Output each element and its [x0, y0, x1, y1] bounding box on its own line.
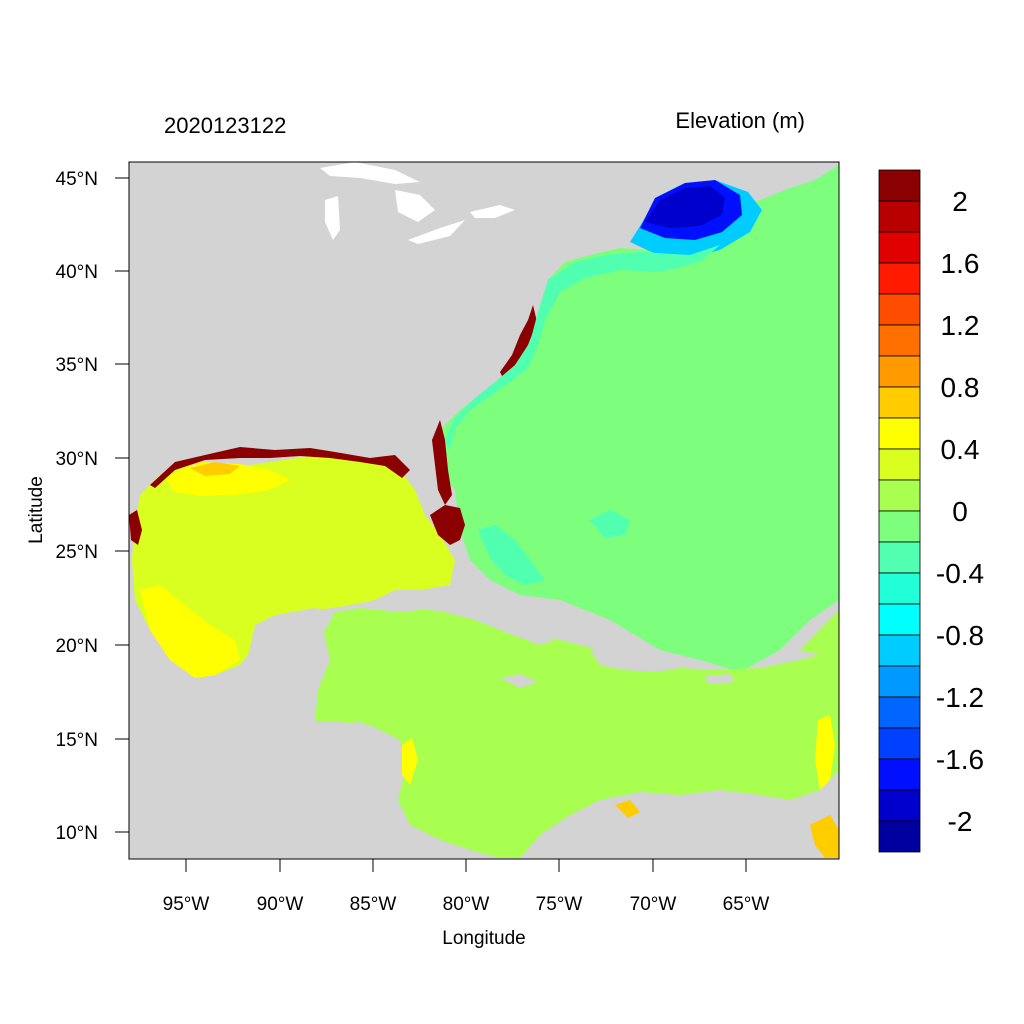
- colorbar-swatch: [878, 169, 921, 202]
- y-tick-label: 20°N: [56, 636, 98, 657]
- colorbar-swatch: [878, 696, 921, 729]
- x-tick-label: 80°W: [443, 894, 490, 915]
- bahamas-shelf-zone: [478, 525, 545, 585]
- colorbar-swatch: [878, 789, 921, 822]
- honduras-coast-zone: [402, 738, 418, 785]
- y-axis: 45°N 40°N 35°N 30°N 25°N 20°N 15°N 10°N: [56, 169, 129, 844]
- colorbar-label: -0.8: [936, 620, 984, 651]
- colorbar-swatch: [878, 572, 921, 605]
- x-tick-label: 85°W: [350, 894, 397, 915]
- colorbar-swatch: [878, 510, 921, 543]
- colorbar-swatch: [878, 262, 921, 295]
- colorbar-swatch: [878, 231, 921, 264]
- colorbar-label: 0.4: [941, 434, 980, 465]
- florida-atlantic-coast-zone: [432, 420, 452, 505]
- y-tick-label: 10°N: [56, 823, 98, 844]
- colorbar-label: -0.4: [936, 558, 984, 589]
- colorbar: [878, 169, 921, 853]
- central-america-land: [129, 700, 500, 858]
- caribbean-sea: [315, 608, 839, 858]
- colorbar-swatch: [878, 820, 921, 853]
- x-tick-label: 70°W: [630, 894, 677, 915]
- y-tick-label: 45°N: [56, 169, 98, 190]
- colorbar-swatch: [878, 665, 921, 698]
- atlantic-ocean: [440, 165, 839, 672]
- south-america-land: [540, 790, 839, 858]
- x-tick-label: 65°W: [723, 894, 770, 915]
- windward-coast-zone: [815, 715, 835, 790]
- gulf-coast-high-fringe: [150, 447, 410, 488]
- field-title: Elevation (m): [675, 108, 805, 133]
- east-atlantic-edge-zone: [800, 610, 839, 660]
- colorbar-label: 1.6: [941, 248, 980, 279]
- colorbar-swatch: [878, 727, 921, 760]
- colorbar-swatch: [878, 603, 921, 636]
- colorbar-swatch: [878, 758, 921, 791]
- colorbar-label: -1.2: [936, 682, 984, 713]
- colorbar-label: 1.2: [941, 310, 980, 341]
- hispaniola-island: [590, 645, 680, 672]
- colorbar-swatch: [878, 479, 921, 512]
- colorbar-swatch: [878, 541, 921, 574]
- lake-huron: [395, 190, 435, 222]
- colorbar-label: -1.6: [936, 744, 984, 775]
- y-tick-label: 15°N: [56, 730, 98, 751]
- lake-erie: [408, 220, 465, 244]
- lake-superior: [320, 162, 420, 184]
- gulf-west-high-zone: [140, 585, 240, 678]
- texas-coast-high-fringe: [129, 510, 142, 545]
- colorbar-labels: 2 1.6 1.2 0.8 0.4 0 -0.4 -0.8 -1.2 -1.6 -2: [936, 186, 984, 837]
- gulf-of-mexico: [132, 455, 455, 678]
- map-panel: [128, 161, 840, 860]
- y-tick-label: 30°N: [56, 449, 98, 470]
- venezuela-coast-high-zone: [615, 800, 640, 818]
- colorbar-swatch: [878, 448, 921, 481]
- south-florida-high-zone: [430, 505, 465, 545]
- x-tick-label: 75°W: [536, 894, 583, 915]
- y-tick-label: 35°N: [56, 355, 98, 376]
- trinidad-coast-zone: [810, 815, 839, 858]
- colorbar-swatch: [878, 417, 921, 450]
- y-axis-title: Latitude: [26, 476, 47, 544]
- colorbar-label: 0: [952, 496, 968, 527]
- louisiana-orange-patch: [190, 462, 240, 476]
- colorbar-swatch: [878, 386, 921, 419]
- map-frame: [128, 161, 840, 860]
- colorbar-swatch: [878, 293, 921, 326]
- carolina-coast-high-fringe: [500, 305, 537, 382]
- colorbar-swatch: [878, 200, 921, 233]
- lake-michigan: [325, 196, 340, 240]
- cuba-island: [382, 590, 555, 645]
- puerto-rico-island: [705, 674, 735, 684]
- timestamp-label: 2020123122: [164, 113, 286, 138]
- jamaica-island: [500, 674, 538, 688]
- yucatan-peninsula: [245, 608, 335, 722]
- colorbar-label: 2: [952, 186, 968, 217]
- colorbar-label: 0.8: [941, 372, 980, 403]
- lake-ontario: [470, 205, 515, 218]
- colorbar-swatch: [878, 634, 921, 667]
- east-atlantic-pocket: [590, 510, 630, 538]
- colorbar-label: -2: [948, 806, 973, 837]
- gulf-of-maine-deep-zone: [645, 186, 725, 228]
- colorbar-swatch: [878, 355, 921, 388]
- x-axis-title: Longitude: [442, 928, 525, 949]
- x-axis: 95°W 90°W 85°W 80°W 75°W 70°W 65°W: [163, 859, 770, 915]
- y-tick-label: 25°N: [56, 542, 98, 563]
- colorbar-swatch: [878, 324, 921, 357]
- x-tick-label: 95°W: [163, 894, 210, 915]
- y-tick-label: 40°N: [56, 262, 98, 283]
- x-tick-label: 90°W: [257, 894, 304, 915]
